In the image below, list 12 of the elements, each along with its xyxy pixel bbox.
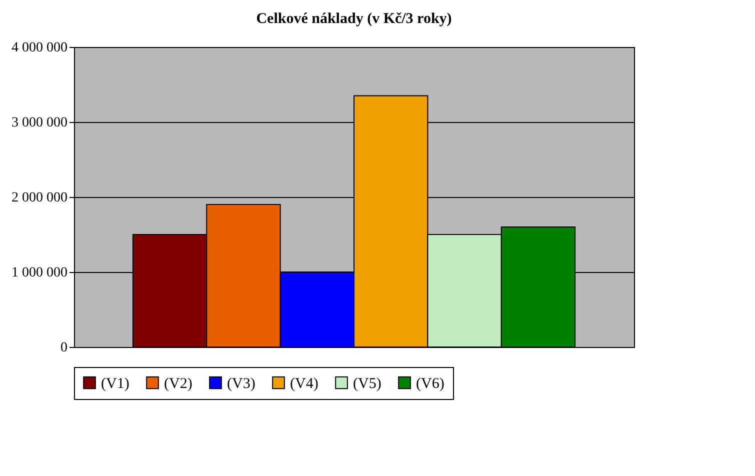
legend-label: (V6)	[416, 376, 444, 392]
legend-label: (V1)	[101, 376, 130, 392]
y-tick-label: 1 000 000	[12, 266, 68, 280]
y-tick-label: 3 000 000	[12, 116, 68, 130]
y-tick-label: 2 000 000	[12, 190, 68, 206]
chart-title: Celkové náklady (v Kč/3 roky)	[256, 11, 452, 27]
legend-label: (V5)	[353, 376, 382, 392]
legend-label: (V2)	[164, 376, 192, 392]
y-tick-label: 0	[60, 340, 68, 356]
legend-label: (V4)	[290, 376, 318, 392]
y-tick-label: 4 000 000	[12, 40, 68, 56]
legend-label: (V3)	[227, 376, 256, 392]
